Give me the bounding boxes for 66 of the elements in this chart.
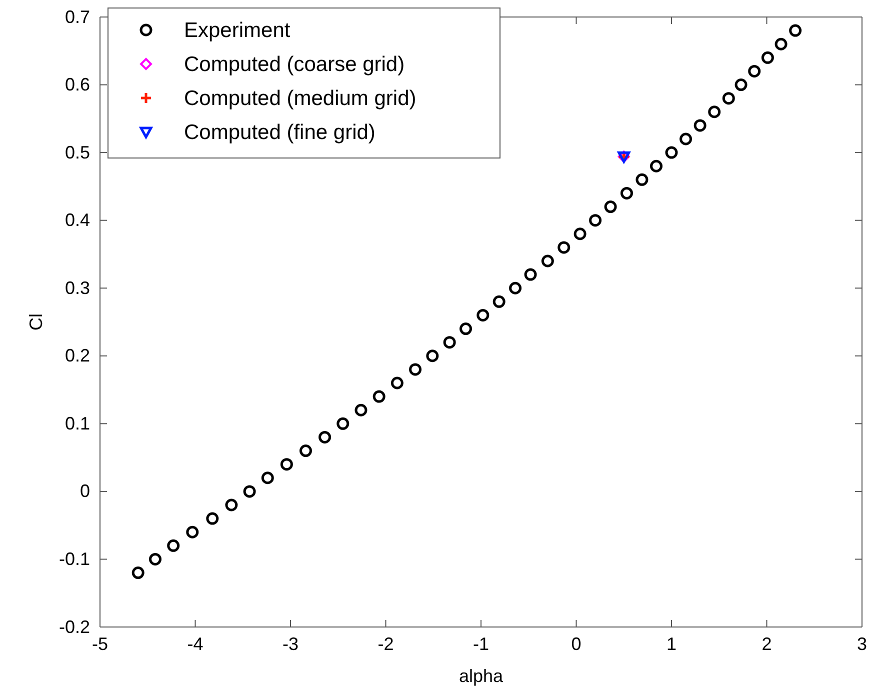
point [748,64,761,78]
point [225,498,238,512]
x-tick-label: 2 [762,634,772,654]
legend-label: Experiment [184,19,290,42]
point [589,214,602,227]
point [509,282,522,294]
point [390,376,404,390]
point [443,336,456,349]
point [761,51,774,64]
y-tick-label: 0.3 [64,278,90,298]
y-axis-title: Cl [26,314,46,330]
point [426,350,439,362]
y-tick-label: -0.2 [58,616,90,637]
y-tick-label: 0.2 [64,346,90,366]
point [650,160,663,172]
point [665,146,678,159]
x-tick-label: 3 [856,634,868,654]
point [167,539,180,552]
point [694,119,706,132]
x-tick-label: -3 [282,634,299,654]
x-tick-label: -5 [92,634,108,654]
point [243,485,256,498]
y-tick-label: 0.6 [64,74,90,95]
legend-label: Computed (medium grid) [184,87,416,110]
x-axis-title: alpha [458,666,504,686]
y-tick-label: 0.5 [64,142,90,162]
x-tick-label: 1 [666,634,677,654]
point [299,444,312,458]
point [318,430,332,444]
y-tick-label: -0.1 [58,548,90,569]
x-tick-label: -1 [472,634,490,654]
legend-label: Computed (coarse grid) [184,53,405,76]
point [680,132,692,146]
y-tick-label: 0.4 [64,210,90,230]
point [280,458,293,471]
x-tick-label: -2 [378,634,394,654]
point [541,254,554,268]
point [409,363,422,376]
point [336,417,350,430]
x-tick-label: 0 [571,634,582,654]
y-tick-label: 0.1 [64,413,90,434]
legend-label: Computed (fine grid) [184,121,376,144]
point [524,268,537,281]
point [558,241,570,254]
point [354,404,368,416]
point [476,308,490,322]
x-tick-label: -4 [187,634,204,654]
point [206,512,219,525]
point [620,186,633,200]
point [774,38,788,50]
point [604,200,617,214]
point [574,228,586,240]
point [261,472,274,484]
point [460,322,472,336]
point [186,526,199,538]
y-tick-label: 0 [80,481,90,502]
point [722,92,735,105]
point [734,78,748,92]
point [372,390,386,403]
point [789,24,802,37]
point [492,295,506,308]
y-tick-label: 0.7 [64,6,90,27]
point [148,552,162,566]
point [708,106,721,118]
point [636,173,648,186]
point [132,566,144,580]
